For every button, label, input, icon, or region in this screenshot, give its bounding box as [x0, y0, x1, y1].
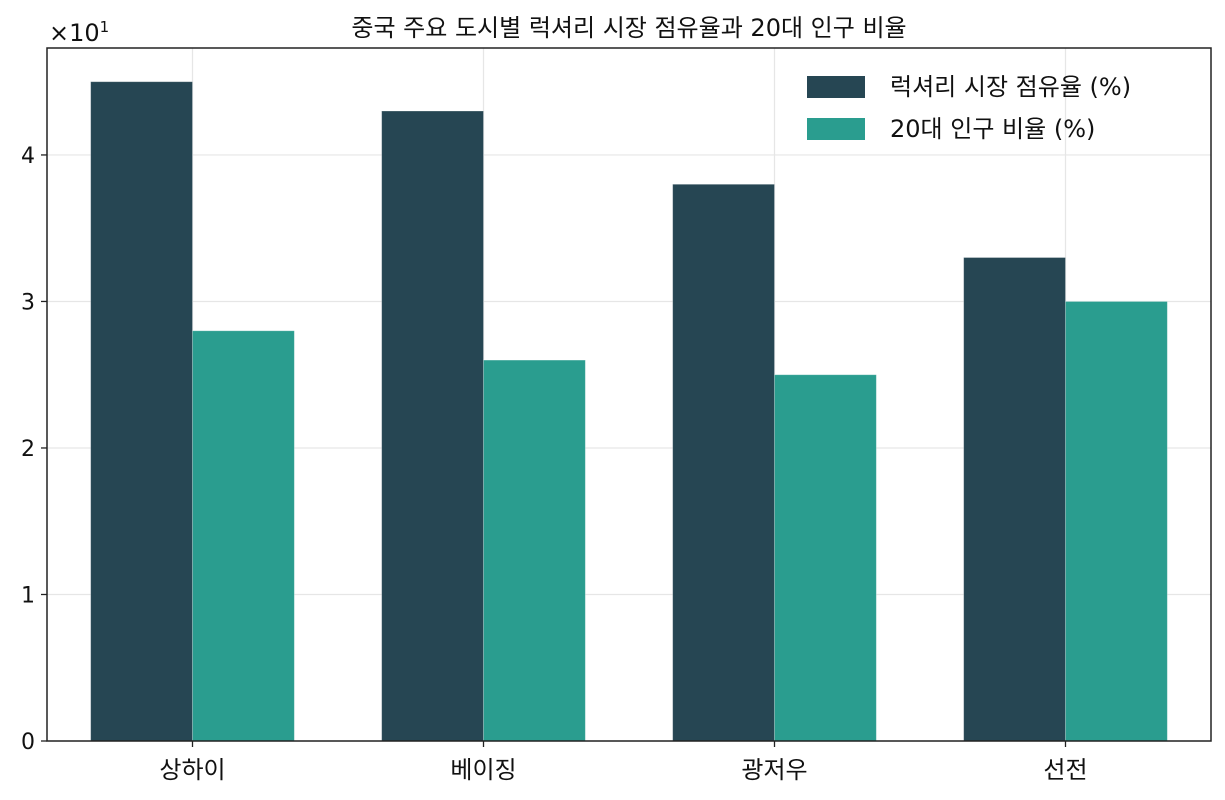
- x-category-label: 선전: [1043, 756, 1087, 784]
- bar-luxury-share-0: [90, 81, 193, 742]
- legend-label: 럭셔리 시장 점유율 (%): [890, 73, 1131, 101]
- y-axis-multiplier-base: ×10: [49, 19, 100, 47]
- y-axis: 0 1 2 3 4: [21, 144, 47, 755]
- y-tick-label: 4: [21, 144, 35, 169]
- chart-title: 중국 주요 도시별 럭셔리 시장 점유율과 20대 인구 비율: [351, 14, 906, 42]
- y-tick-label: 0: [21, 730, 35, 755]
- bar-luxury-share-2: [672, 183, 775, 742]
- bar-luxury-share-1: [381, 110, 484, 742]
- y-tick-label: 3: [21, 290, 35, 315]
- y-tick-label: 1: [21, 583, 35, 608]
- x-category-label: 상하이: [159, 756, 225, 784]
- y-axis-multiplier: ×101: [49, 18, 109, 47]
- x-category-label: 베이징: [450, 756, 516, 784]
- legend-label: 20대 인구 비율 (%): [890, 115, 1095, 143]
- legend: 럭셔리 시장 점유율 (%) 20대 인구 비율 (%): [807, 73, 1131, 143]
- legend-swatch: [807, 118, 865, 140]
- x-axis: 상하이 베이징 광저우 선전: [159, 741, 1088, 784]
- legend-swatch: [807, 76, 865, 98]
- bars-group: [90, 81, 1168, 742]
- bar-twenties-ratio-3: [1065, 301, 1168, 742]
- bar-twenties-ratio-1: [483, 359, 586, 742]
- bar-twenties-ratio-0: [192, 330, 295, 742]
- bar-twenties-ratio-2: [774, 374, 877, 742]
- plot-frame: [46, 47, 1212, 742]
- y-axis-multiplier-exponent: 1: [100, 18, 110, 36]
- x-category-label: 광저우: [741, 756, 807, 784]
- y-tick-label: 2: [21, 437, 35, 462]
- bar-luxury-share-3: [963, 257, 1066, 742]
